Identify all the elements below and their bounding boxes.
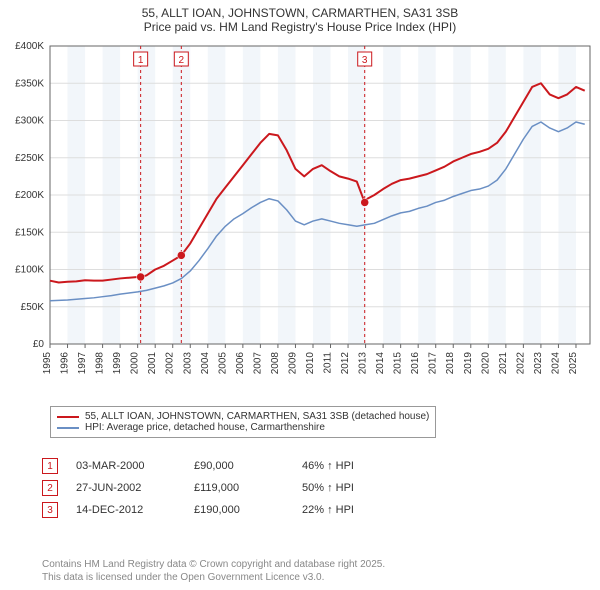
sale-marker-box: 2 bbox=[42, 480, 58, 496]
sale-pct: 22% ↑ HPI bbox=[302, 504, 402, 516]
svg-text:£350K: £350K bbox=[15, 78, 44, 89]
sale-row: 2 27-JUN-2002 £119,000 50% ↑ HPI bbox=[42, 480, 402, 496]
sale-price: £119,000 bbox=[194, 482, 284, 494]
chart-title: 55, ALLT IOAN, JOHNSTOWN, CARMARTHEN, SA… bbox=[0, 0, 600, 36]
svg-text:3: 3 bbox=[362, 55, 368, 66]
svg-text:£50K: £50K bbox=[21, 302, 45, 313]
svg-text:1: 1 bbox=[138, 55, 144, 66]
sale-row: 1 03-MAR-2000 £90,000 46% ↑ HPI bbox=[42, 458, 402, 474]
svg-text:2012: 2012 bbox=[340, 352, 351, 375]
sale-pct: 46% ↑ HPI bbox=[302, 460, 402, 472]
legend-swatch bbox=[57, 416, 79, 418]
sales-table: 1 03-MAR-2000 £90,000 46% ↑ HPI 2 27-JUN-2002… bbox=[42, 452, 402, 524]
legend-swatch bbox=[57, 427, 79, 429]
svg-text:2013: 2013 bbox=[358, 352, 369, 375]
title-line-1: 55, ALLT IOAN, JOHNSTOWN, CARMARTHEN, SA… bbox=[10, 6, 590, 20]
svg-text:2021: 2021 bbox=[498, 352, 509, 375]
attribution-line-1: Contains HM Land Registry data © Crown c… bbox=[42, 558, 385, 571]
legend-label: HPI: Average price, detached house, Carm… bbox=[85, 422, 325, 433]
svg-text:2023: 2023 bbox=[533, 352, 544, 375]
sale-date: 27-JUN-2002 bbox=[76, 482, 176, 494]
svg-text:£0: £0 bbox=[33, 339, 45, 350]
svg-text:2011: 2011 bbox=[323, 352, 334, 374]
svg-text:1999: 1999 bbox=[112, 352, 123, 375]
svg-text:2005: 2005 bbox=[217, 352, 228, 375]
sale-date: 03-MAR-2000 bbox=[76, 460, 176, 472]
svg-text:2007: 2007 bbox=[252, 352, 263, 375]
svg-text:2014: 2014 bbox=[375, 352, 386, 375]
svg-text:2010: 2010 bbox=[305, 352, 316, 375]
svg-text:2002: 2002 bbox=[165, 352, 176, 375]
svg-text:£100K: £100K bbox=[15, 265, 44, 276]
svg-text:£400K: £400K bbox=[15, 41, 44, 52]
svg-text:£300K: £300K bbox=[15, 116, 44, 127]
svg-text:2015: 2015 bbox=[393, 352, 404, 375]
svg-text:£200K: £200K bbox=[15, 190, 44, 201]
svg-text:1997: 1997 bbox=[77, 352, 88, 375]
svg-text:2008: 2008 bbox=[270, 352, 281, 375]
svg-text:2016: 2016 bbox=[410, 352, 421, 375]
svg-text:1996: 1996 bbox=[60, 352, 71, 375]
svg-text:2004: 2004 bbox=[200, 352, 211, 375]
svg-text:2: 2 bbox=[179, 55, 185, 66]
attribution-line-2: This data is licensed under the Open Gov… bbox=[42, 571, 385, 584]
legend-item: 55, ALLT IOAN, JOHNSTOWN, CARMARTHEN, SA… bbox=[57, 411, 429, 422]
svg-text:£150K: £150K bbox=[15, 227, 44, 238]
svg-text:2018: 2018 bbox=[445, 352, 456, 375]
sale-pct: 50% ↑ HPI bbox=[302, 482, 402, 494]
svg-text:2003: 2003 bbox=[182, 352, 193, 375]
legend-label: 55, ALLT IOAN, JOHNSTOWN, CARMARTHEN, SA… bbox=[85, 411, 429, 422]
svg-text:2009: 2009 bbox=[287, 352, 298, 375]
price-chart: £0 £50K £100K £150K £200K £250K £300K £350K £400… bbox=[0, 40, 600, 400]
sale-marker-box: 3 bbox=[42, 502, 58, 518]
svg-text:2001: 2001 bbox=[147, 352, 158, 375]
svg-text:2000: 2000 bbox=[130, 352, 141, 375]
svg-text:2025: 2025 bbox=[568, 352, 579, 375]
svg-text:1995: 1995 bbox=[42, 352, 53, 375]
svg-text:£250K: £250K bbox=[15, 153, 44, 164]
sale-marker-box: 1 bbox=[42, 458, 58, 474]
svg-text:2020: 2020 bbox=[480, 352, 491, 375]
sale-row: 3 14-DEC-2012 £190,000 22% ↑ HPI bbox=[42, 502, 402, 518]
sale-price: £190,000 bbox=[194, 504, 284, 516]
svg-text:2006: 2006 bbox=[235, 352, 246, 375]
sale-date: 14-DEC-2012 bbox=[76, 504, 176, 516]
svg-text:2017: 2017 bbox=[428, 352, 439, 375]
svg-text:2019: 2019 bbox=[463, 352, 474, 375]
attribution: Contains HM Land Registry data © Crown c… bbox=[42, 558, 385, 584]
legend-item: HPI: Average price, detached house, Carm… bbox=[57, 422, 429, 433]
svg-text:1998: 1998 bbox=[95, 352, 106, 375]
title-line-2: Price paid vs. HM Land Registry's House … bbox=[10, 20, 590, 34]
svg-text:2024: 2024 bbox=[550, 352, 561, 375]
legend: 55, ALLT IOAN, JOHNSTOWN, CARMARTHEN, SA… bbox=[50, 406, 436, 438]
sale-price: £90,000 bbox=[194, 460, 284, 472]
svg-text:2022: 2022 bbox=[515, 352, 526, 375]
